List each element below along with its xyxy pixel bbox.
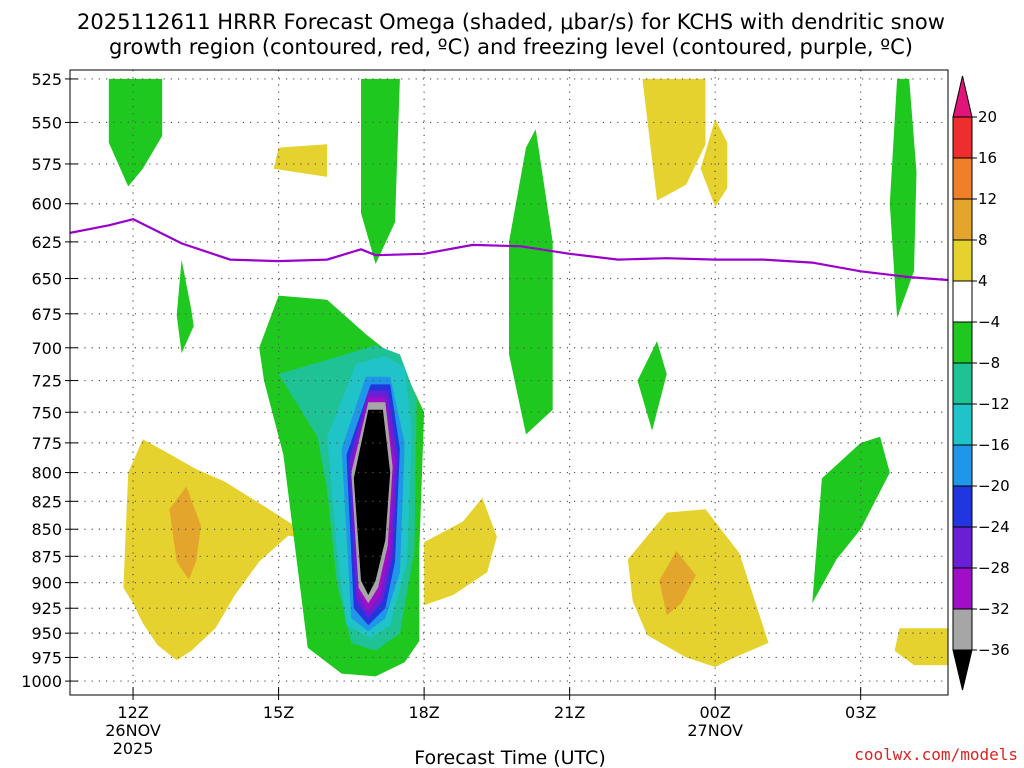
pressure-axis: 525 550 575 600 625 650 675 700 725 750 775 800 825 8… — [21, 70, 78, 691]
colorbar-label-5: −4 — [978, 313, 1000, 331]
x-tick-label-12Z: 12Z — [117, 703, 148, 722]
colorbar-bin-8 — [952, 444, 973, 487]
y-tick-label-750: 750 — [31, 403, 62, 422]
y-tick-label-675: 675 — [31, 305, 62, 324]
omega-region-yl-2 — [273, 144, 328, 177]
freezing-level-line — [70, 218, 948, 282]
omega-region-gr-2 — [361, 78, 400, 265]
y-tick-label-875: 875 — [31, 547, 62, 566]
colorbar-bin-0 — [952, 116, 973, 159]
colorbar-label-11: −28 — [978, 559, 1010, 577]
omega-region-gr-4 — [509, 129, 553, 435]
colorbar-label-0: 20 — [978, 108, 997, 126]
colorbar-bin-11 — [952, 567, 973, 610]
omega-region-bk-1 — [353, 409, 391, 595]
omega-region-yl-6 — [627, 509, 769, 667]
colorbar-bin-4 — [952, 280, 973, 323]
colorbar-label-6: −8 — [978, 354, 1000, 372]
colorbar-label-7: −12 — [978, 395, 1010, 413]
colorbar-label-4: 4 — [978, 272, 988, 290]
y-tick-label-850: 850 — [31, 520, 62, 539]
omega-region-gr-7 — [812, 436, 890, 604]
omega-region-yl-4 — [642, 78, 706, 201]
omega-region-yl-5 — [700, 119, 728, 207]
colorbar-label-10: −24 — [978, 518, 1010, 536]
y-tick-label-700: 700 — [31, 339, 62, 358]
omega-region-gr-3 — [176, 259, 194, 354]
omega-region-or-2 — [659, 550, 696, 616]
colorbar-bin-9 — [952, 485, 973, 528]
omega-region-yl-1 — [123, 439, 313, 661]
y-tick-label-900: 900 — [31, 574, 62, 593]
colorbar-bin-2 — [952, 198, 973, 241]
x-tick-label-03Z: 03Z — [845, 703, 876, 722]
y-tick-label-800: 800 — [31, 464, 62, 483]
x-tick-label-18Z: 18Z — [408, 703, 439, 722]
y-tick-label-625: 625 — [31, 233, 62, 252]
freezing-level-layer — [70, 218, 948, 282]
colorbar-label-12: −32 — [978, 600, 1010, 618]
colorbar-label-3: 8 — [978, 231, 988, 249]
y-tick-label-600: 600 — [31, 195, 62, 214]
x-tick-year-12Z: 2025 — [113, 739, 154, 758]
colorbar-bin-7 — [952, 403, 973, 446]
y-tick-label-925: 925 — [31, 599, 62, 618]
omega-region-gr-6 — [889, 78, 917, 318]
y-tick-label-525: 525 — [31, 70, 62, 89]
colorbar-over-arrow — [952, 75, 973, 118]
credit-text: coolwx.com/models — [854, 745, 1018, 764]
y-tick-label-550: 550 — [31, 113, 62, 132]
x-tick-label-15Z: 15Z — [263, 703, 294, 722]
y-tick-label-950: 950 — [31, 624, 62, 643]
y-tick-label-650: 650 — [31, 270, 62, 289]
colorbar-bin-5 — [952, 321, 973, 364]
colorbar: 20 16 12 8 4 −4 −8 −12 −16 −20 −24 −28 −32 −36 — [952, 75, 1010, 691]
title-line-2: growth region (contoured, red, ºC) and f… — [109, 35, 913, 59]
x-tick-label-21Z: 21Z — [554, 703, 585, 722]
y-tick-label-775: 775 — [31, 434, 62, 453]
omega-region-yl-3 — [424, 497, 497, 606]
plot-frame — [69, 69, 949, 696]
colorbar-label-8: −16 — [978, 436, 1010, 454]
omega-shaded-regions — [108, 78, 948, 677]
colorbar-bin-12 — [952, 608, 973, 651]
colorbar-bin-6 — [952, 362, 973, 405]
x-tick-date-00Z: 27NOV — [687, 721, 743, 740]
colorbar-bin-10 — [952, 526, 973, 569]
omega-region-gr-1 — [108, 78, 163, 187]
colorbar-bin-1 — [952, 157, 973, 200]
x-tick-label-00Z: 00Z — [699, 703, 730, 722]
y-tick-label-1000: 1000 — [21, 672, 62, 691]
omega-region-yl-7 — [894, 628, 948, 666]
colorbar-under-arrow — [952, 649, 973, 691]
y-tick-label-725: 725 — [31, 372, 62, 391]
omega-region-gr-5 — [637, 341, 667, 431]
x-tick-date-12Z: 26NOV — [105, 721, 161, 740]
title-line-1: 2025112611 HRRR Forecast Omega (shaded, … — [77, 10, 945, 34]
x-axis-title: Forecast Time (UTC) — [414, 747, 605, 768]
y-tick-label-975: 975 — [31, 648, 62, 667]
colorbar-label-2: 12 — [978, 190, 997, 208]
colorbar-label-9: −20 — [978, 477, 1010, 495]
y-tick-label-575: 575 — [31, 155, 62, 174]
colorbar-label-1: 16 — [978, 149, 997, 167]
y-tick-label-825: 825 — [31, 492, 62, 511]
colorbar-bin-3 — [952, 239, 973, 282]
colorbar-label-13: −36 — [978, 641, 1010, 659]
